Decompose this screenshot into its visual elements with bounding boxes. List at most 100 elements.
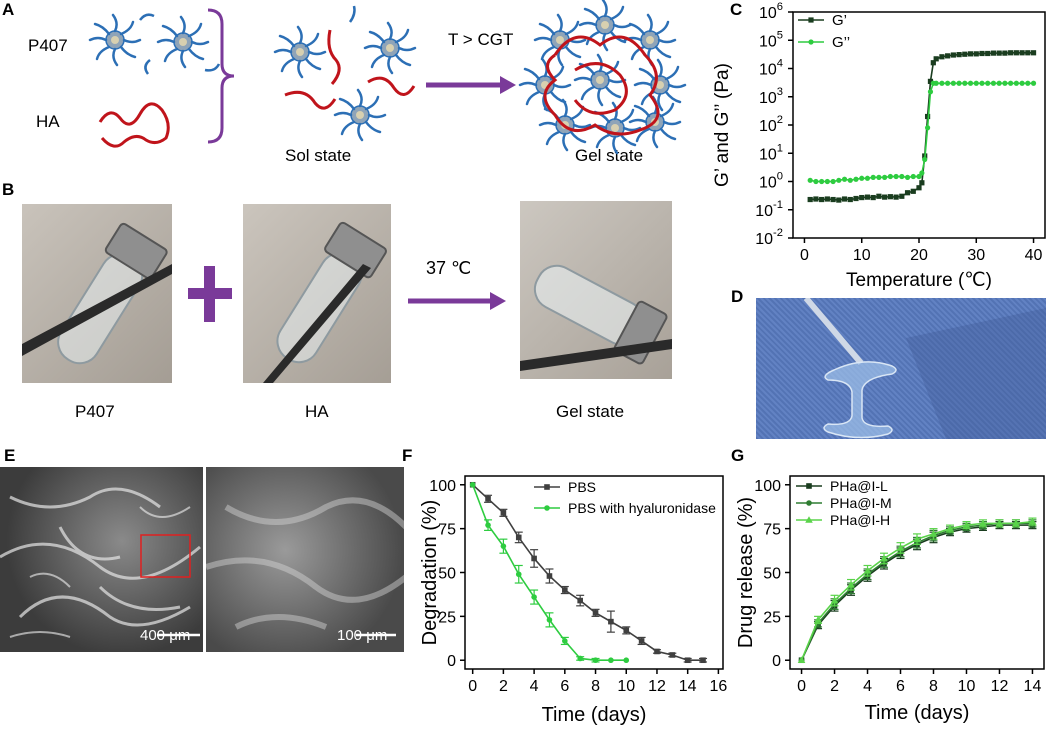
x-tick-label: 6: [560, 678, 569, 695]
chart-c-rheology: 0 10 20 30 40 10-2 10-1 100 101 102 103 104 105 106 Te…: [712, 1, 1046, 291]
x-axis-label: Time (days): [542, 704, 647, 726]
data-point: [882, 194, 888, 200]
x-axis-label: Time (days): [865, 702, 970, 724]
data-point: [808, 17, 814, 23]
x-axis-label: Temperature (℃): [846, 270, 992, 291]
panel-label-b: B: [2, 180, 15, 199]
data-point: [836, 177, 842, 183]
data-point: [853, 195, 859, 202]
data-point: [870, 174, 876, 180]
data-point: [913, 535, 921, 542]
data-point: [880, 554, 888, 562]
chart-g-drug-release: 0 2 4 6 8 10 12 14 0 25 50 75 100 Time (days) Drug rel…: [735, 475, 1045, 724]
heat-arrow-label: 37 ℃: [426, 258, 472, 278]
data-point: [531, 555, 537, 562]
series-line: [472, 484, 704, 662]
panel-label-f: F: [402, 446, 413, 465]
x-tick-label: 16: [709, 678, 727, 695]
data-point: [500, 510, 507, 516]
data-point: [933, 56, 939, 62]
data-point: [847, 196, 853, 203]
x-tick-label: 8: [591, 678, 600, 695]
data-point: [577, 597, 583, 604]
y-tick-label: 100: [754, 478, 781, 495]
sem-texture: [206, 497, 404, 637]
zoom-region-box: [140, 534, 191, 578]
y-tick-label: 10-2: [755, 227, 783, 248]
photo-hydrogel-fabric: [756, 298, 1046, 439]
data-point: [807, 177, 813, 183]
data-point: [806, 483, 812, 489]
data-point: [638, 638, 645, 644]
caption-p407: P407: [75, 402, 115, 421]
panel-a-schematic: [88, 0, 687, 155]
data-point: [904, 174, 911, 180]
plot-frame: [792, 11, 1046, 239]
data-point: [1030, 50, 1037, 56]
data-point: [870, 194, 876, 201]
legend-entry: PHa@I-M: [830, 495, 892, 511]
data-point: [910, 188, 916, 194]
x-tick-label: 10: [617, 678, 635, 695]
chart-f-degradation: 0 2 4 6 8 10 12 14 16 0 25 50 75 100 Time (days) Degrad…: [419, 475, 727, 726]
legend-entry: PHa@I-H: [830, 512, 890, 528]
data-point: [592, 657, 599, 664]
data-point: [950, 80, 956, 86]
data-point: [899, 193, 905, 199]
data-point: [924, 113, 931, 120]
y-tick-label: 75: [438, 522, 456, 539]
x-tick-label: 14: [1024, 678, 1042, 695]
legend-entry: G’’: [832, 34, 850, 51]
x-tick-label: 40: [1025, 247, 1043, 264]
data-point: [887, 173, 893, 180]
x-tick-label: 2: [499, 678, 508, 695]
micelle-icon: [273, 25, 327, 79]
x-tick-label: 0: [468, 678, 477, 695]
panel-label-a: A: [2, 0, 15, 19]
data-point: [899, 173, 905, 180]
data-point: [922, 156, 928, 163]
data-point: [927, 89, 934, 95]
data-point: [500, 543, 507, 549]
plot-frame: [789, 475, 1045, 670]
data-point: [979, 519, 987, 527]
data-point: [485, 522, 491, 528]
series-pbs-with-hyaluronidase: [469, 481, 630, 664]
data-point: [946, 524, 954, 532]
data-point: [807, 196, 813, 203]
data-point: [1008, 80, 1014, 86]
data-point: [577, 655, 583, 662]
data-point: [910, 173, 916, 180]
x-tick-label: 4: [530, 678, 539, 695]
data-point: [864, 175, 871, 181]
data-point: [924, 125, 931, 131]
panel-label-e: E: [4, 446, 16, 465]
x-tick-label: 12: [991, 678, 1009, 695]
data-point: [896, 544, 905, 551]
data-point: [805, 516, 813, 523]
data-point: [853, 176, 859, 182]
data-point: [927, 78, 934, 84]
scale-bar-400um: 400 μm: [140, 627, 191, 644]
data-point: [814, 616, 822, 623]
y-tick-label: 103: [759, 86, 783, 107]
gel-state-caption: Gel state: [575, 146, 644, 165]
data-point: [945, 53, 951, 59]
data-point: [859, 175, 865, 181]
data-point: [967, 51, 974, 57]
data-point: [893, 173, 899, 180]
micelle-icon: [156, 15, 210, 69]
cgt-arrow-label: T > CGT: [448, 30, 514, 49]
data-point: [813, 178, 819, 185]
x-tick-label: 10: [853, 247, 871, 264]
x-tick-label: 0: [800, 247, 809, 264]
data-point: [962, 521, 971, 528]
data-point: [808, 39, 814, 45]
ha-label: HA: [36, 112, 60, 131]
data-point: [904, 190, 911, 196]
data-point: [485, 496, 491, 502]
data-point: [985, 80, 991, 86]
data-point: [979, 80, 985, 86]
scale-bar-100um: 100 μm: [337, 627, 388, 644]
data-point: [876, 174, 882, 180]
